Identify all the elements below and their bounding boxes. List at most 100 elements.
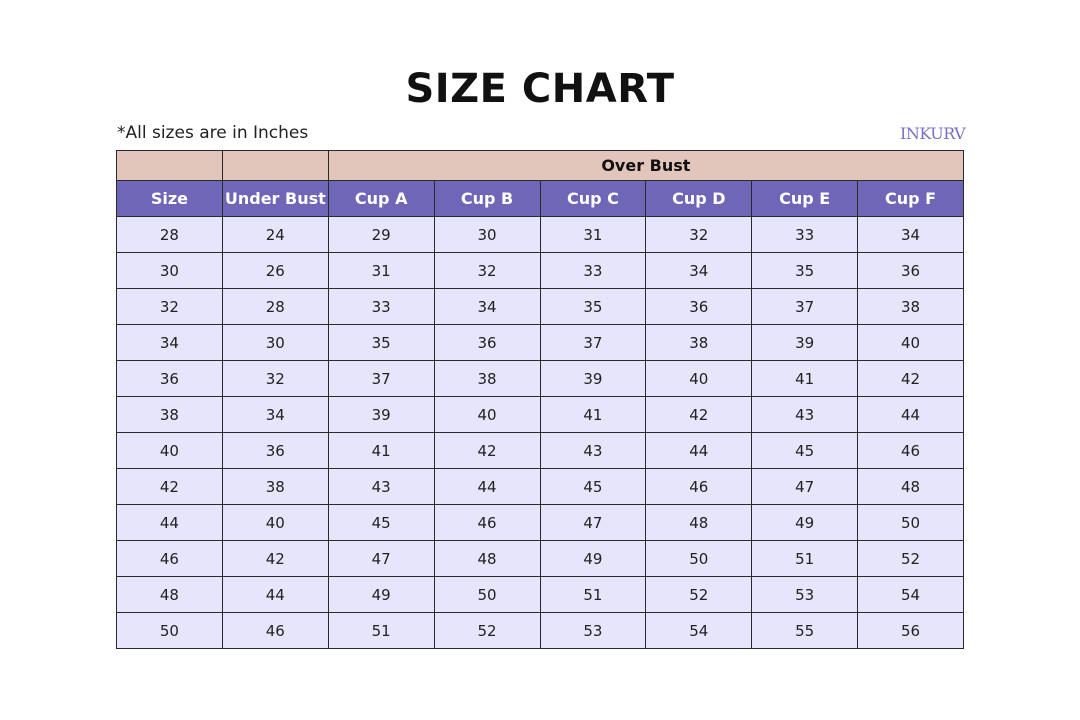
table-cell: 49 xyxy=(539,540,647,577)
table-cell: 56 xyxy=(857,612,964,649)
table-row: 48 44 49 50 51 52 53 54 xyxy=(116,576,964,613)
table-cell: 35 xyxy=(539,288,647,325)
column-header: Under Bust xyxy=(221,180,329,217)
table-cell: 39 xyxy=(327,396,435,433)
column-header: Size xyxy=(116,180,223,217)
brand-logo: INKURV xyxy=(900,124,966,143)
table-cell: 26 xyxy=(221,252,329,289)
table-cell: 32 xyxy=(433,252,541,289)
table-cell: 44 xyxy=(857,396,964,433)
table-cell: 37 xyxy=(539,324,647,361)
table-cell: 35 xyxy=(751,252,859,289)
group-header-row: Over Bust xyxy=(116,150,965,181)
table-cell: 37 xyxy=(327,360,435,397)
table-cell: 28 xyxy=(221,288,329,325)
table-row: 36 32 37 38 39 40 41 42 xyxy=(116,360,964,397)
table-cell: 30 xyxy=(221,324,329,361)
table-cell: 45 xyxy=(539,468,647,505)
table-cell: 29 xyxy=(327,216,435,253)
table-cell: 38 xyxy=(433,360,541,397)
table-cell: 50 xyxy=(433,576,541,613)
table-cell: 24 xyxy=(221,216,329,253)
table-cell: 47 xyxy=(539,504,647,541)
table-cell: 34 xyxy=(433,288,541,325)
table-cell: 38 xyxy=(116,396,223,433)
table-cell: 52 xyxy=(433,612,541,649)
table-cell: 42 xyxy=(116,468,223,505)
table-cell: 43 xyxy=(327,468,435,505)
table-cell: 33 xyxy=(539,252,647,289)
table-cell: 53 xyxy=(539,612,647,649)
column-header: Cup F xyxy=(857,180,964,217)
column-header: Cup E xyxy=(751,180,859,217)
table-cell: 34 xyxy=(645,252,753,289)
table-cell: 39 xyxy=(751,324,859,361)
table-cell: 31 xyxy=(539,216,647,253)
table-cell: 31 xyxy=(327,252,435,289)
table-row: 34 30 35 36 37 38 39 40 xyxy=(116,324,964,361)
table-cell: 42 xyxy=(433,432,541,469)
table-cell: 53 xyxy=(751,576,859,613)
table-cell: 38 xyxy=(221,468,329,505)
table-cell: 34 xyxy=(116,324,223,361)
table-cell: 34 xyxy=(857,216,964,253)
column-header: Cup D xyxy=(645,180,753,217)
table-cell: 55 xyxy=(751,612,859,649)
table-row: 46 42 47 48 49 50 51 52 xyxy=(116,540,964,577)
table-cell: 44 xyxy=(645,432,753,469)
over-bust-header: Over Bust xyxy=(327,150,965,181)
table-cell: 49 xyxy=(327,576,435,613)
column-header: Cup C xyxy=(539,180,647,217)
table-cell: 40 xyxy=(645,360,753,397)
table-cell: 30 xyxy=(116,252,223,289)
table-cell: 45 xyxy=(327,504,435,541)
table-cell: 34 xyxy=(221,396,329,433)
table-body: 28 24 29 30 31 32 33 34 30 26 31 32 33 34 35 36 32 28 33 34… xyxy=(116,216,964,649)
table-cell: 32 xyxy=(221,360,329,397)
table-cell: 52 xyxy=(645,576,753,613)
table-cell: 32 xyxy=(645,216,753,253)
table-cell: 49 xyxy=(751,504,859,541)
table-cell: 46 xyxy=(221,612,329,649)
table-cell: 46 xyxy=(433,504,541,541)
page-title: SIZE CHART xyxy=(405,66,675,112)
table-cell: 42 xyxy=(857,360,964,397)
table-cell: 41 xyxy=(539,396,647,433)
table-cell: 47 xyxy=(751,468,859,505)
table-cell: 38 xyxy=(857,288,964,325)
table-cell: 52 xyxy=(857,540,964,577)
table-cell: 45 xyxy=(751,432,859,469)
column-header: Cup A xyxy=(327,180,435,217)
table-cell: 51 xyxy=(539,576,647,613)
table-row: 40 36 41 42 43 44 45 46 xyxy=(116,432,964,469)
table-cell: 51 xyxy=(751,540,859,577)
table-cell: 39 xyxy=(539,360,647,397)
table-cell: 46 xyxy=(645,468,753,505)
table-cell: 46 xyxy=(116,540,223,577)
column-header: Cup B xyxy=(433,180,541,217)
table-cell: 35 xyxy=(327,324,435,361)
table-cell: 44 xyxy=(433,468,541,505)
table-cell: 44 xyxy=(221,576,329,613)
table-row: 28 24 29 30 31 32 33 34 xyxy=(116,216,964,253)
table-cell: 36 xyxy=(116,360,223,397)
table-cell: 48 xyxy=(433,540,541,577)
table-cell: 50 xyxy=(116,612,223,649)
table-cell: 36 xyxy=(857,252,964,289)
table-cell: 51 xyxy=(327,612,435,649)
table-cell: 50 xyxy=(645,540,753,577)
table-cell: 43 xyxy=(751,396,859,433)
table-cell: 48 xyxy=(645,504,753,541)
table-cell: 42 xyxy=(645,396,753,433)
table-cell: 42 xyxy=(221,540,329,577)
table-cell: 40 xyxy=(221,504,329,541)
table-cell: 33 xyxy=(327,288,435,325)
empty-header-cell xyxy=(116,150,223,181)
table-cell: 30 xyxy=(433,216,541,253)
table-cell: 44 xyxy=(116,504,223,541)
table-cell: 54 xyxy=(857,576,964,613)
table-cell: 41 xyxy=(751,360,859,397)
table-cell: 28 xyxy=(116,216,223,253)
table-cell: 54 xyxy=(645,612,753,649)
